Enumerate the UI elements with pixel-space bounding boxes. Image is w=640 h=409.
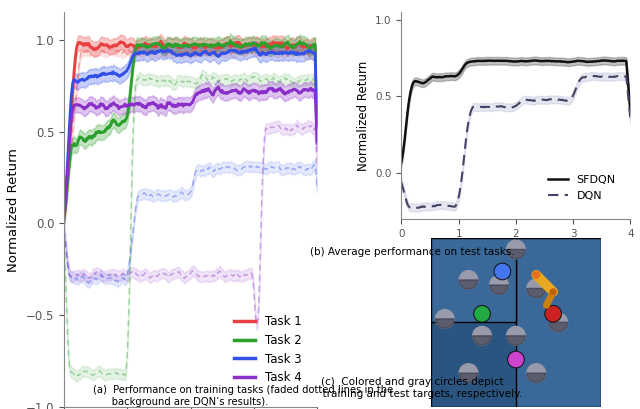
SFDQN xyxy=(534,58,541,63)
SFDQN xyxy=(397,160,405,164)
Polygon shape xyxy=(459,280,478,289)
Circle shape xyxy=(527,364,545,382)
Polygon shape xyxy=(435,319,454,328)
FancyBboxPatch shape xyxy=(516,238,600,407)
FancyBboxPatch shape xyxy=(431,238,600,407)
Circle shape xyxy=(474,306,490,322)
Text: (b) Average performance on test tasks.: (b) Average performance on test tasks. xyxy=(310,247,515,257)
DQN xyxy=(534,97,542,102)
DQN xyxy=(397,180,405,185)
DQN xyxy=(627,117,634,122)
DQN xyxy=(622,74,630,79)
Circle shape xyxy=(509,353,523,366)
SFDQN xyxy=(506,59,514,64)
DQN xyxy=(414,205,422,210)
DQN xyxy=(586,74,593,79)
Line: SFDQN: SFDQN xyxy=(401,61,630,162)
Circle shape xyxy=(533,272,540,278)
SFDQN xyxy=(627,109,634,114)
Circle shape xyxy=(459,271,478,289)
Polygon shape xyxy=(527,288,545,298)
Circle shape xyxy=(527,279,545,298)
Circle shape xyxy=(495,264,509,279)
Text: (c)  Colored and gray circles depict
      training and test targets, respective: (c) Colored and gray circles depict trai… xyxy=(303,377,522,399)
SFDQN xyxy=(508,59,515,64)
Polygon shape xyxy=(473,336,492,345)
Legend: Task 1, Task 2, Task 3, Task 4: Task 1, Task 2, Task 3, Task 4 xyxy=(229,310,306,389)
DQN xyxy=(522,97,530,102)
Y-axis label: Normalized Return: Normalized Return xyxy=(356,61,370,171)
Circle shape xyxy=(459,364,478,382)
Circle shape xyxy=(508,351,524,368)
DQN xyxy=(507,105,515,110)
SFDQN xyxy=(621,58,629,63)
Polygon shape xyxy=(507,249,525,259)
X-axis label: Tasks Trained: Tasks Trained xyxy=(477,244,556,257)
Circle shape xyxy=(546,307,560,321)
FancyBboxPatch shape xyxy=(431,238,516,322)
Polygon shape xyxy=(459,373,478,382)
SFDQN xyxy=(601,58,609,63)
DQN xyxy=(614,73,622,78)
Circle shape xyxy=(473,326,492,345)
Legend: SFDQN, DQN: SFDQN, DQN xyxy=(543,171,620,205)
Text: (a)  Performance on training tasks (faded dotted lines in the
      background a: (a) Performance on training tasks (faded… xyxy=(93,385,393,407)
Circle shape xyxy=(507,326,525,345)
Circle shape xyxy=(545,306,561,322)
Polygon shape xyxy=(490,285,508,294)
Line: DQN: DQN xyxy=(401,76,630,208)
Circle shape xyxy=(549,313,568,332)
Circle shape xyxy=(494,263,511,280)
Polygon shape xyxy=(549,322,568,332)
DQN xyxy=(508,105,516,110)
Polygon shape xyxy=(507,336,525,345)
Y-axis label: Normalized Return: Normalized Return xyxy=(7,148,20,272)
Polygon shape xyxy=(527,373,545,382)
Circle shape xyxy=(507,240,525,259)
Circle shape xyxy=(435,310,454,328)
SFDQN xyxy=(585,59,593,64)
Circle shape xyxy=(550,289,556,294)
Circle shape xyxy=(490,276,508,294)
Circle shape xyxy=(475,307,489,321)
SFDQN xyxy=(522,59,529,64)
